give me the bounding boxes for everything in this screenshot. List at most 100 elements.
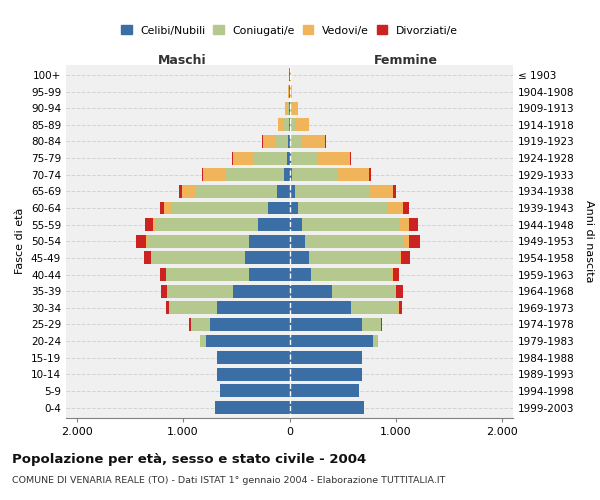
Bar	[290, 102, 292, 114]
Bar	[217, 302, 290, 314]
Bar	[290, 168, 292, 181]
Bar	[290, 185, 295, 198]
Bar	[232, 152, 290, 164]
Bar	[289, 68, 290, 82]
Bar	[370, 185, 393, 198]
Bar	[289, 85, 290, 98]
Bar	[290, 302, 351, 314]
Bar	[157, 218, 290, 231]
Bar	[220, 384, 290, 398]
Bar	[200, 334, 290, 347]
Bar	[290, 368, 362, 381]
Bar	[169, 302, 290, 314]
Bar	[295, 185, 370, 198]
Bar	[289, 68, 290, 82]
Bar	[217, 351, 290, 364]
Bar	[301, 135, 325, 148]
Y-axis label: Fasce di età: Fasce di età	[16, 208, 25, 274]
Bar	[351, 302, 398, 314]
Bar	[148, 235, 290, 248]
Bar	[392, 268, 393, 281]
Bar	[233, 152, 290, 164]
Bar	[286, 102, 290, 114]
Bar	[257, 218, 290, 231]
Bar	[160, 268, 290, 281]
Bar	[166, 268, 290, 281]
Bar	[278, 118, 290, 132]
Bar	[191, 318, 290, 331]
Text: COMUNE DI VENARIA REALE (TO) - Dati ISTAT 1° gennaio 2004 - Elaborazione TUTTITA: COMUNE DI VENARIA REALE (TO) - Dati ISTA…	[12, 476, 445, 485]
Text: Maschi: Maschi	[158, 54, 206, 66]
Bar	[290, 284, 332, 298]
Bar	[220, 384, 290, 398]
Bar	[249, 235, 290, 248]
Bar	[206, 334, 290, 347]
Bar	[401, 252, 410, 264]
Bar	[215, 401, 290, 414]
Bar	[160, 202, 290, 214]
Bar	[409, 235, 421, 248]
Bar	[143, 252, 290, 264]
Bar	[249, 268, 290, 281]
Bar	[190, 318, 290, 331]
Bar	[275, 135, 290, 148]
Bar	[217, 351, 290, 364]
Bar	[217, 351, 290, 364]
Bar	[215, 401, 290, 414]
Bar	[277, 185, 290, 198]
Bar	[393, 268, 399, 281]
Bar	[287, 152, 290, 164]
Bar	[220, 384, 290, 398]
Bar	[403, 202, 409, 214]
Bar	[278, 118, 290, 132]
Bar	[284, 168, 290, 181]
Bar	[388, 202, 403, 214]
Bar	[290, 85, 292, 98]
Bar	[350, 152, 351, 164]
Bar	[290, 202, 298, 214]
Bar	[203, 168, 290, 181]
Bar	[373, 334, 378, 347]
Bar	[397, 284, 403, 298]
Bar	[182, 185, 290, 198]
Bar	[166, 302, 290, 314]
Bar	[362, 318, 381, 331]
Bar	[288, 85, 290, 98]
Bar	[224, 168, 290, 181]
Bar	[302, 218, 400, 231]
Bar	[172, 202, 290, 214]
Bar	[215, 401, 290, 414]
Bar	[292, 168, 338, 181]
Bar	[290, 118, 295, 132]
Bar	[295, 118, 309, 132]
Text: Popolazione per età, sesso e stato civile - 2004: Popolazione per età, sesso e stato civil…	[12, 452, 366, 466]
Bar	[400, 218, 409, 231]
Legend: Celibi/Nubili, Coniugati/e, Vedovi/e, Divorziati/e: Celibi/Nubili, Coniugati/e, Vedovi/e, Di…	[116, 21, 463, 40]
Bar	[290, 268, 311, 281]
Bar	[151, 252, 290, 264]
Bar	[338, 168, 370, 181]
Y-axis label: Anni di nascita: Anni di nascita	[584, 200, 594, 282]
Bar	[217, 368, 290, 381]
Bar	[191, 318, 290, 331]
Bar	[290, 252, 308, 264]
Bar	[146, 235, 290, 248]
Bar	[399, 252, 401, 264]
Bar	[289, 135, 290, 148]
Bar	[311, 268, 392, 281]
Bar	[262, 135, 290, 148]
Bar	[153, 218, 290, 231]
Bar	[290, 334, 373, 347]
Bar	[245, 252, 290, 264]
Bar	[268, 202, 290, 214]
Bar	[200, 334, 290, 347]
Bar	[290, 152, 317, 164]
Bar	[166, 268, 290, 281]
Bar	[152, 252, 290, 264]
Bar	[164, 202, 290, 214]
Bar	[290, 318, 362, 331]
Bar	[370, 168, 371, 181]
Bar	[263, 135, 290, 148]
Bar	[288, 85, 290, 98]
Bar	[317, 152, 350, 164]
